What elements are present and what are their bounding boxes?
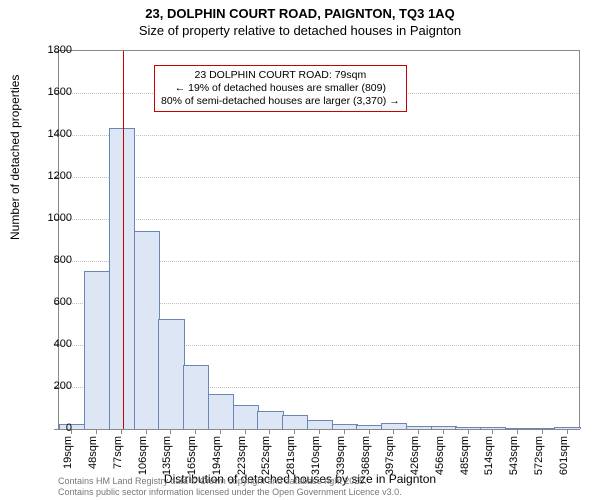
y-tick-label: 600	[32, 296, 72, 308]
chart-title-line1: 23, DOLPHIN COURT ROAD, PAIGNTON, TQ3 1A…	[0, 0, 600, 23]
gridline	[59, 135, 579, 136]
histogram-bar	[307, 420, 333, 429]
gridline	[59, 219, 579, 220]
plot-area: 23 DOLPHIN COURT ROAD: 79sqm← 19% of det…	[58, 50, 580, 430]
y-tick-label: 800	[32, 254, 72, 266]
histogram-bar	[109, 128, 135, 429]
chart-title-line2: Size of property relative to detached ho…	[0, 23, 600, 38]
y-tick-label: 0	[32, 422, 72, 434]
y-tick-label: 1600	[32, 86, 72, 98]
histogram-bar	[134, 231, 160, 429]
y-tick-label: 200	[32, 380, 72, 392]
annotation-box: 23 DOLPHIN COURT ROAD: 79sqm← 19% of det…	[154, 65, 407, 112]
footer-line1: Contains HM Land Registry data © Crown c…	[58, 476, 402, 487]
gridline	[59, 177, 579, 178]
histogram-bar	[257, 411, 283, 429]
histogram-bar	[282, 415, 308, 429]
footer-line2: Contains public sector information licen…	[58, 487, 402, 498]
histogram-bar	[455, 427, 481, 429]
y-tick-label: 1000	[32, 212, 72, 224]
histogram-bar	[233, 405, 259, 429]
histogram-bar	[431, 426, 457, 429]
annotation-line2: ← 19% of detached houses are smaller (80…	[161, 82, 400, 95]
y-tick-label: 1200	[32, 170, 72, 182]
histogram-bar	[183, 365, 209, 429]
chart-area: 23 DOLPHIN COURT ROAD: 79sqm← 19% of det…	[58, 50, 580, 430]
reference-line	[123, 51, 124, 429]
histogram-bar	[332, 424, 358, 429]
y-axis-label: Number of detached properties	[8, 75, 22, 240]
y-tick-label: 400	[32, 338, 72, 350]
histogram-bar	[158, 319, 184, 429]
histogram-bar	[530, 428, 556, 429]
y-tick-label: 1800	[32, 44, 72, 56]
footer-attribution: Contains HM Land Registry data © Crown c…	[58, 476, 402, 498]
histogram-bar	[84, 271, 110, 430]
annotation-line1: 23 DOLPHIN COURT ROAD: 79sqm	[161, 69, 400, 82]
y-tick-label: 1400	[32, 128, 72, 140]
histogram-bar	[554, 427, 580, 429]
histogram-bar	[208, 394, 234, 429]
annotation-line3: 80% of semi-detached houses are larger (…	[161, 95, 400, 108]
